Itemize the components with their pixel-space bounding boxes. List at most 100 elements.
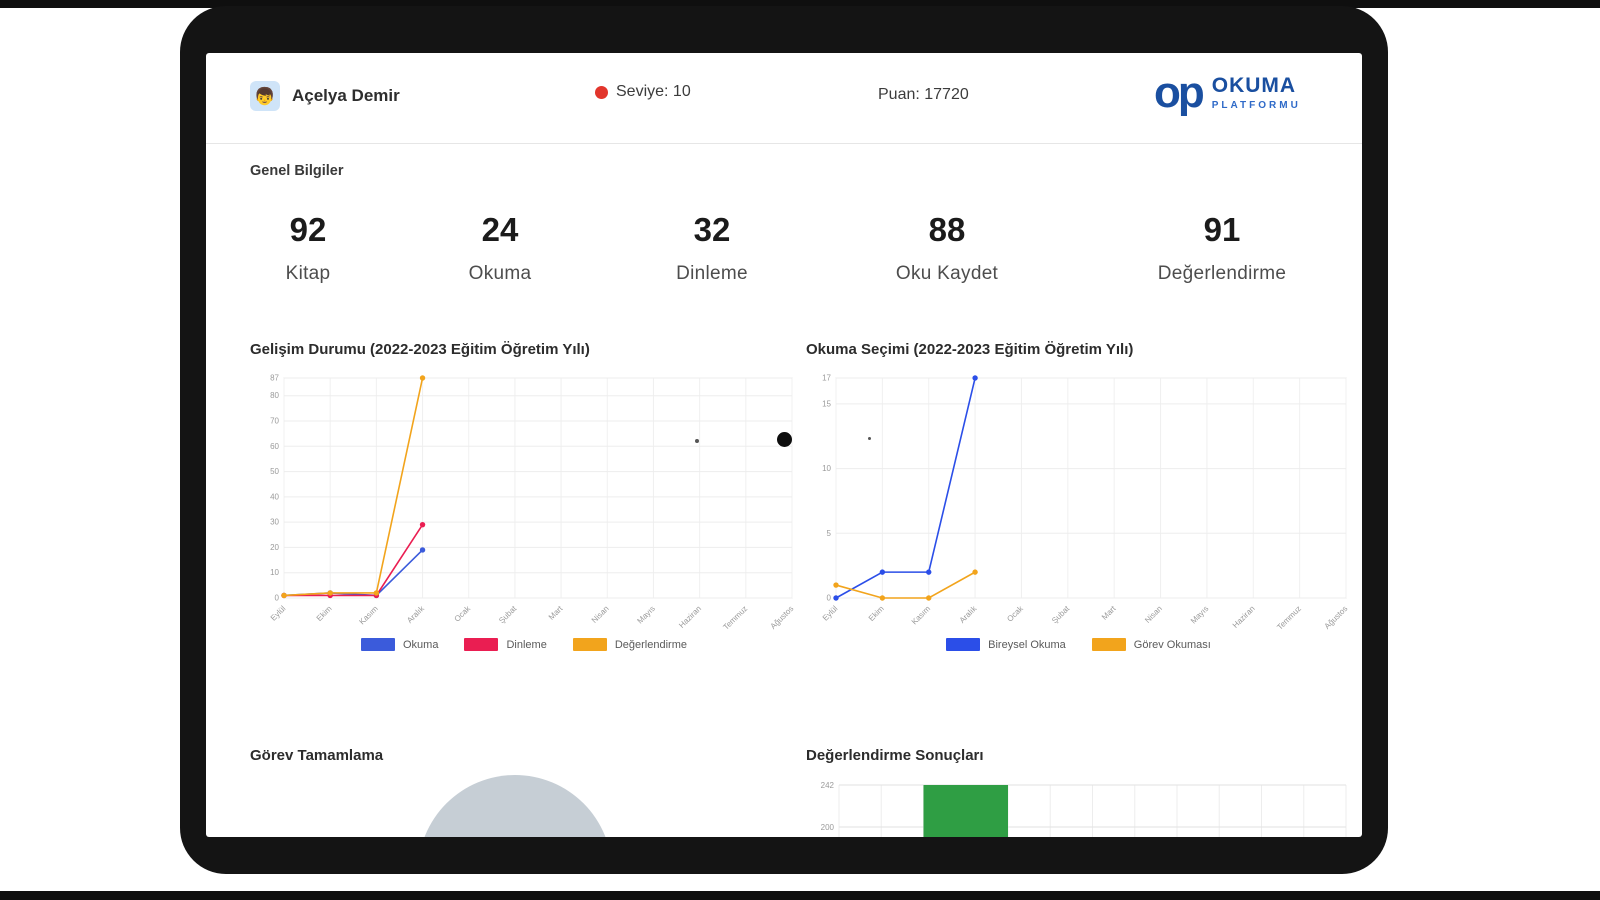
legend-swatch-icon xyxy=(464,638,499,651)
svg-text:Haziran: Haziran xyxy=(677,604,703,630)
degerlendirme-sonuclari-title: Değerlendirme Sonuçları xyxy=(806,747,984,764)
legend-label: Bireysel Okuma xyxy=(988,638,1066,651)
level-dot-icon xyxy=(595,85,608,99)
svg-text:17: 17 xyxy=(822,374,831,383)
legend-label: Görev Okuması xyxy=(1133,638,1211,651)
okuma-secimi-chart-title: Okuma Seçimi (2022-2023 Eğitim Öğretim Y… xyxy=(806,341,1134,358)
okuma-secimi-line-chart: Eylül Ekim Kasım Aralık Ocak Şubat Mart Nisan Ma… xyxy=(806,365,1351,633)
svg-text:10: 10 xyxy=(270,568,279,577)
okuma-secimi-chart-legend: Bireysel Okuma Görev Okuması xyxy=(806,638,1351,651)
legend-swatch-icon xyxy=(361,638,395,651)
legend-swatch-icon xyxy=(1091,638,1126,651)
dashboard-screen: 👦 Açelya Demir Seviye: 10 Puan: 17720 op… xyxy=(206,53,1362,837)
gorev-tamamlama-gauge xyxy=(418,775,612,837)
svg-text:Mart: Mart xyxy=(1100,604,1118,622)
svg-text:Nisan: Nisan xyxy=(1143,604,1164,625)
svg-text:Nisan: Nisan xyxy=(590,604,611,625)
legend-item[interactable]: Bireysel Okuma xyxy=(946,638,1066,651)
legend-label: Okuma xyxy=(403,638,439,651)
svg-text:40: 40 xyxy=(270,492,279,501)
avatar-emoji: 👦 xyxy=(254,86,276,106)
stat-dinleme: 32 Dinleme xyxy=(676,211,748,285)
svg-text:5: 5 xyxy=(827,529,832,538)
gorev-tamamlama-title: Görev Tamamlama xyxy=(250,747,384,764)
level-label: Seviye: 10 xyxy=(616,83,691,100)
stat-value: 32 xyxy=(693,211,731,248)
svg-text:Aralık: Aralık xyxy=(405,603,427,625)
user-name: Açelya Demir xyxy=(292,86,400,105)
svg-text:Ocak: Ocak xyxy=(453,603,473,623)
gelisim-chart-legend: Okuma Dinleme Değerlendirme xyxy=(250,638,798,651)
legend-label: Değerlendirme xyxy=(614,638,687,651)
legend-swatch-icon xyxy=(946,638,981,651)
svg-text:10: 10 xyxy=(822,464,831,473)
svg-text:Ağustos: Ağustos xyxy=(769,604,796,631)
svg-text:Eylül: Eylül xyxy=(821,604,840,623)
svg-text:Ekim: Ekim xyxy=(867,604,886,623)
svg-text:Eylül: Eylül xyxy=(269,604,288,623)
stat-value: 88 xyxy=(928,211,966,248)
svg-text:30: 30 xyxy=(270,518,279,527)
stat-value: 24 xyxy=(481,211,519,248)
logo-text: OKUMA PLATFORMU xyxy=(1212,74,1301,111)
svg-text:Temmuz: Temmuz xyxy=(721,604,749,632)
legend-label: Dinleme xyxy=(506,638,547,651)
svg-text:Şubat: Şubat xyxy=(497,604,519,626)
svg-text:Aralık: Aralık xyxy=(958,603,980,625)
svg-text:80: 80 xyxy=(270,391,279,400)
svg-text:Kasım: Kasım xyxy=(910,604,933,627)
svg-text:Ocak: Ocak xyxy=(1005,603,1025,623)
dot-artifact xyxy=(695,439,699,443)
svg-text:15: 15 xyxy=(822,399,831,408)
svg-text:20: 20 xyxy=(270,543,279,552)
degerlendirme-bar-chart: 242 200 xyxy=(806,775,1351,837)
stat-label: Oku Kaydet xyxy=(895,263,999,284)
svg-text:Haziran: Haziran xyxy=(1231,604,1257,630)
gelisim-chart-title: Gelişim Durumu (2022-2023 Eğitim Öğretim… xyxy=(250,341,590,358)
legend-item[interactable]: Değerlendirme xyxy=(572,638,687,651)
svg-text:60: 60 xyxy=(270,442,279,451)
general-info-title: Genel Bilgiler xyxy=(250,163,344,179)
gelisim-line-chart: Eylül Ekim Kasım Aralık Ocak Şubat Mart Nisan Ma… xyxy=(250,365,798,633)
svg-text:Ekim: Ekim xyxy=(315,604,334,623)
okuma-platformu-logo: op OKUMA PLATFORMU xyxy=(1154,68,1301,117)
user-avatar[interactable]: 👦 xyxy=(250,81,280,111)
stat-oku-kaydet: 88 Oku Kaydet xyxy=(896,211,998,285)
legend-swatch-icon xyxy=(572,638,607,651)
dark-dot-artifact xyxy=(777,432,792,447)
stat-label: Değerlendirme xyxy=(1157,263,1287,284)
stat-value: 91 xyxy=(1203,211,1241,248)
svg-text:Temmuz: Temmuz xyxy=(1275,604,1303,632)
svg-text:0: 0 xyxy=(275,594,280,603)
legend-item[interactable]: Görev Okuması xyxy=(1091,638,1211,651)
svg-text:Mayıs: Mayıs xyxy=(1189,604,1210,625)
legend-item[interactable]: Dinleme xyxy=(464,638,547,651)
svg-text:Kasım: Kasım xyxy=(357,604,380,627)
top-edge-bar xyxy=(0,0,1600,8)
stat-degerlendirme: 91 Değerlendirme xyxy=(1158,211,1287,285)
svg-text:70: 70 xyxy=(270,416,279,425)
stat-label: Dinleme xyxy=(676,263,748,284)
svg-text:200: 200 xyxy=(821,823,835,832)
bottom-edge-bar xyxy=(0,891,1600,900)
stat-okuma: 24 Okuma xyxy=(469,211,532,285)
stat-value: 92 xyxy=(289,211,327,248)
logo-mark-icon: op xyxy=(1154,68,1205,117)
svg-text:Ağustos: Ağustos xyxy=(1323,604,1350,631)
svg-text:Şubat: Şubat xyxy=(1050,604,1072,626)
logo-title: OKUMA xyxy=(1211,74,1297,98)
svg-text:0: 0 xyxy=(827,594,832,603)
dot-artifact xyxy=(868,437,871,440)
svg-text:Mayıs: Mayıs xyxy=(635,604,656,625)
svg-text:87: 87 xyxy=(270,374,279,383)
svg-text:50: 50 xyxy=(270,467,279,476)
svg-text:242: 242 xyxy=(821,781,835,790)
legend-item[interactable]: Okuma xyxy=(361,638,438,651)
logo-subtitle: PLATFORMU xyxy=(1211,100,1301,112)
header-divider xyxy=(206,143,1362,144)
stat-kitap: 92 Kitap xyxy=(286,211,331,285)
stat-label: Kitap xyxy=(285,263,331,284)
points-label: Puan: 17720 xyxy=(878,86,969,103)
stat-label: Okuma xyxy=(468,263,532,284)
level-indicator: Seviye: 10 xyxy=(595,83,691,101)
